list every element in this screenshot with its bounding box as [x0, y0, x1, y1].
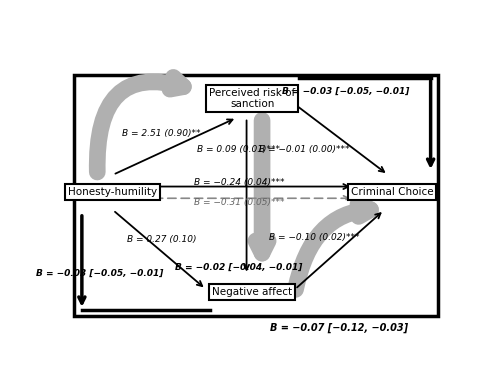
Text: Criminal Choice: Criminal Choice	[350, 187, 433, 197]
Text: B = −0.02 [−0.04, −0.01]: B = −0.02 [−0.04, −0.01]	[175, 263, 302, 272]
Text: B = −0.03 [−0.05, −0.01]: B = −0.03 [−0.05, −0.01]	[282, 87, 409, 96]
Text: B = 0.27 (0.10): B = 0.27 (0.10)	[126, 235, 196, 244]
Text: B = −0.03 [−0.05, −0.01]: B = −0.03 [−0.05, −0.01]	[36, 269, 163, 278]
Bar	[74, 75, 438, 315]
Text: B = −0.01 (0.00)***: B = −0.01 (0.00)***	[260, 146, 350, 154]
Text: B = 0.09 (0.01)***: B = 0.09 (0.01)***	[198, 146, 280, 154]
Text: B = −0.10 (0.02)***: B = −0.10 (0.02)***	[269, 234, 360, 242]
Text: Honesty-humility: Honesty-humility	[68, 187, 158, 197]
Text: Negative affect: Negative affect	[212, 287, 292, 297]
Text: B = 2.51 (0.90)**: B = 2.51 (0.90)**	[122, 129, 200, 138]
Text: Perceived risk of
sanction: Perceived risk of sanction	[209, 88, 296, 109]
Text: B = −0.07 [−0.12, −0.03]: B = −0.07 [−0.12, −0.03]	[270, 323, 408, 333]
Text: B = −0.24 (0.04)***: B = −0.24 (0.04)***	[194, 178, 284, 187]
Text: B = −0.31 (0.05)***: B = −0.31 (0.05)***	[194, 198, 284, 207]
